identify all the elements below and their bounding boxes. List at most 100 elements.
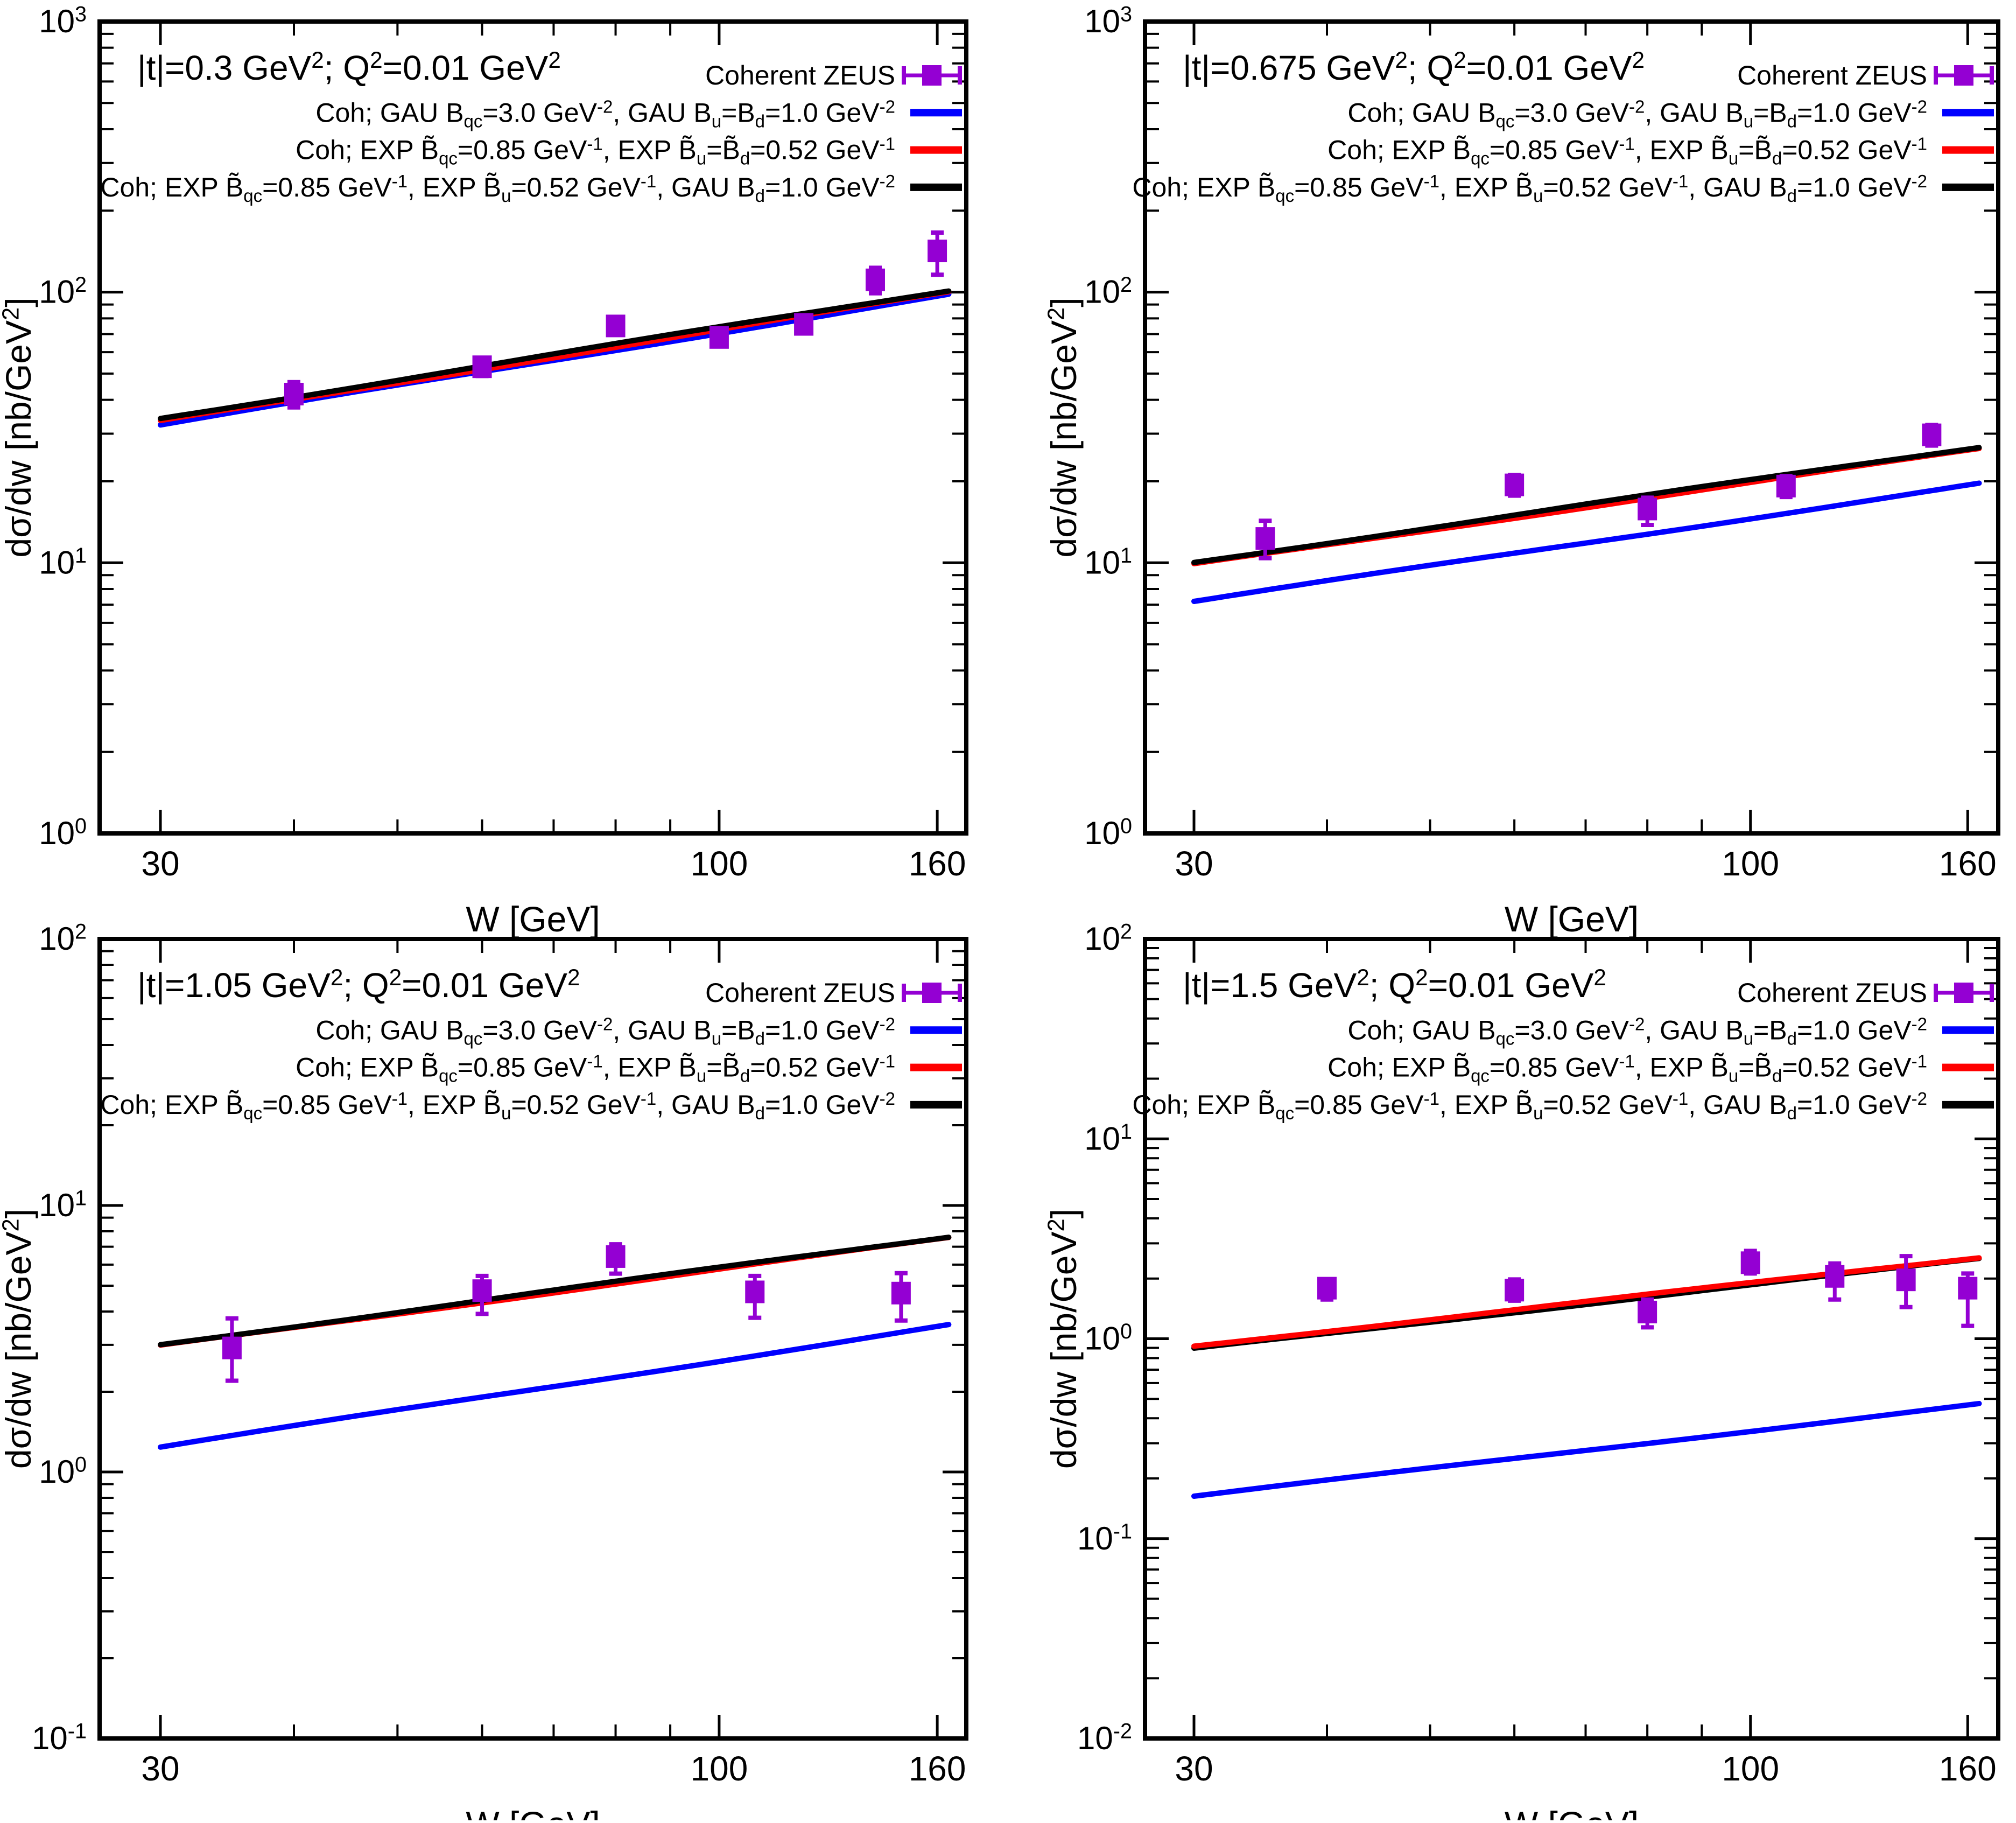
- model-curve-black: [158, 288, 952, 422]
- zeus-data-point: [745, 1273, 765, 1320]
- zeus-data-point: [1958, 1271, 1978, 1328]
- legend-label-curve: Coh; GAU Bqc=3.0 GeV-2, GAU Bu=Bd=1.0 Ge…: [315, 96, 895, 131]
- x-tick-label: 30: [1175, 1749, 1213, 1788]
- legend-entry-curve: Coh; EXP B̃qc=0.85 GeV-1, EXP B̃u=0.52 G…: [1132, 1089, 1994, 1123]
- y-axis-label: dσ/dw [nb/GeV2]: [0, 1209, 38, 1469]
- zeus-data-point: [1740, 1249, 1760, 1276]
- legend-entry-curve: Coh; EXP B̃qc=0.85 GeV-1, EXP B̃u=0.52 G…: [100, 171, 962, 206]
- axis-ticks: [1145, 939, 1998, 1738]
- legend-entry-curve: Coh; GAU Bqc=3.0 GeV-2, GAU Bu=Bd=1.0 Ge…: [315, 1014, 962, 1048]
- legend-entry-curve: Coh; GAU Bqc=3.0 GeV-2, GAU Bu=Bd=1.0 Ge…: [1347, 1014, 1994, 1048]
- zeus-data-point: [1255, 518, 1275, 560]
- x-tick-label: 160: [909, 1749, 966, 1788]
- y-tick-label: 101: [1084, 544, 1132, 580]
- zeus-data-point: [222, 1316, 242, 1383]
- legend-label-curve: Coh; EXP B̃qc=0.85 GeV-1, EXP B̃u=0.52 G…: [1132, 171, 1927, 206]
- x-tick-label: 30: [141, 1749, 179, 1788]
- zeus-data-point: [891, 1271, 911, 1323]
- panel: 30 100 160 100 101 102 103 W [GeV] dσ/dw [nb/GeV…: [0, 3, 968, 939]
- y-tick-label: 100: [39, 815, 87, 851]
- y-tick-label: 101: [1084, 1120, 1132, 1156]
- legend-entry-curve: Coh; GAU Bqc=3.0 GeV-2, GAU Bu=Bd=1.0 Ge…: [1347, 96, 1994, 131]
- legend-entry-curve: Coh; GAU Bqc=3.0 GeV-2, GAU Bu=Bd=1.0 Ge…: [315, 96, 962, 131]
- panel-container-3: 30 100 160 10-2 10-1 100 101 102 W [GeV] dσ/dw [n…: [1044, 920, 2000, 1823]
- x-tick-label: 100: [691, 1749, 748, 1788]
- legend: Coherent ZEUS Coh; GAU Bqc=3.0 GeV-2, GAU…: [100, 60, 962, 206]
- legend-label-curve: Coh; EXP B̃qc=0.85 GeV-1, EXP B̃u=B̃d=0.…: [296, 1051, 895, 1086]
- zeus-data-point: [1776, 474, 1796, 500]
- legend-entry-curve: Coh; EXP B̃qc=0.85 GeV-1, EXP B̃u=B̃d=0.…: [1327, 1051, 1994, 1086]
- y-tick-label: 100: [1084, 1320, 1132, 1356]
- y-tick-label: 101: [39, 1187, 87, 1223]
- x-tick-label: 100: [691, 844, 748, 883]
- axis-ticks: [100, 22, 966, 833]
- legend: Coherent ZEUS Coh; GAU Bqc=3.0 GeV-2, GAU…: [100, 978, 962, 1123]
- legend-label-curve: Coh; EXP B̃qc=0.85 GeV-1, EXP B̃u=0.52 G…: [100, 171, 895, 206]
- zeus-data-point: [1638, 495, 1657, 527]
- x-tick-label: 30: [1175, 844, 1213, 883]
- axis-ticks: [100, 939, 966, 1738]
- panel-title: |t|=1.5 GeV2; Q2=0.01 GeV2: [1183, 965, 1606, 1005]
- x-tick-label: 100: [1722, 844, 1779, 883]
- zeus-data-point: [1825, 1261, 1845, 1302]
- y-tick-label: 101: [39, 544, 87, 580]
- model-curve-black: [1191, 445, 1982, 565]
- y-tick-label: 10-2: [1077, 1720, 1132, 1756]
- zeus-data-point: [606, 1242, 626, 1276]
- zeus-data-point: [1922, 423, 1942, 448]
- y-axis-label: dσ/dw [nb/GeV2]: [1044, 297, 1084, 557]
- panel-container-2: 30 100 160 10-1 100 101 102 W [GeV] dσ/dw [nb/Ge…: [0, 920, 968, 1823]
- zeus-data-point: [928, 230, 947, 277]
- y-tick-label: 102: [39, 920, 87, 957]
- legend-entry-zeus: Coherent ZEUS: [1737, 60, 1994, 90]
- y-tick-label: 100: [1084, 815, 1132, 851]
- legend-entry-curve: Coh; EXP B̃qc=0.85 GeV-1, EXP B̃u=B̃d=0.…: [296, 134, 962, 169]
- legend-label-zeus: Coherent ZEUS: [1737, 60, 1927, 90]
- panel: 30 100 160 10-2 10-1 100 101 102 W [GeV] dσ/dw [n…: [1044, 920, 2000, 1823]
- y-tick-label: 102: [1084, 920, 1132, 957]
- legend-entry-zeus: Coherent ZEUS: [1737, 978, 1994, 1008]
- panel-container-0: 30 100 160 100 101 102 103 W [GeV] dσ/dw [nb/GeV…: [0, 3, 968, 939]
- zeus-data-point: [472, 1273, 492, 1316]
- zeus-data-point: [1638, 1297, 1657, 1330]
- y-tick-label: 103: [1084, 3, 1132, 39]
- x-tick-label: 160: [1939, 1749, 1997, 1788]
- zeus-data-point: [794, 313, 814, 336]
- y-tick-label: 102: [39, 273, 87, 310]
- panel: 30 100 160 100 101 102 103 W [GeV] dσ/dw [nb/GeV…: [1044, 3, 2000, 939]
- y-tick-label: 10-1: [32, 1720, 87, 1756]
- model-curve-black: [158, 1235, 952, 1348]
- legend-label-curve: Coh; EXP B̃qc=0.85 GeV-1, EXP B̃u=B̃d=0.…: [1327, 1051, 1927, 1086]
- y-axis-label: dσ/dw [nb/GeV2]: [0, 297, 38, 557]
- zeus-data-point: [606, 314, 626, 338]
- y-tick-label: 102: [1084, 273, 1132, 310]
- panel-title: |t|=0.675 GeV2; Q2=0.01 GeV2: [1183, 47, 1645, 87]
- zeus-data-point: [1505, 1277, 1525, 1303]
- plot-frame: [1143, 19, 2000, 836]
- zeus-data-point: [284, 380, 304, 410]
- zeus-data-point: [865, 265, 885, 296]
- legend-label-zeus: Coherent ZEUS: [705, 60, 895, 90]
- zeus-data-point: [1896, 1254, 1916, 1309]
- panel-container-1: 30 100 160 100 101 102 103 W [GeV] dσ/dw [nb/GeV…: [1044, 3, 2000, 939]
- legend-entry-curve: Coh; EXP B̃qc=0.85 GeV-1, EXP B̃u=B̃d=0.…: [296, 1051, 962, 1086]
- x-axis-label: W [GeV]: [1505, 899, 1639, 939]
- legend-label-zeus: Coherent ZEUS: [705, 978, 895, 1008]
- y-tick-label: 100: [39, 1453, 87, 1490]
- axis-ticks: [1145, 22, 1998, 833]
- legend-label-curve: Coh; GAU Bqc=3.0 GeV-2, GAU Bu=Bd=1.0 Ge…: [1347, 96, 1927, 131]
- legend-label-curve: Coh; EXP B̃qc=0.85 GeV-1, EXP B̃u=0.52 G…: [1132, 1089, 1927, 1123]
- legend: Coherent ZEUS Coh; GAU Bqc=3.0 GeV-2, GAU…: [1132, 60, 1994, 206]
- panel-title: |t|=1.05 GeV2; Q2=0.01 GeV2: [137, 965, 580, 1005]
- zeus-data-point: [472, 355, 492, 378]
- panel: 30 100 160 10-1 100 101 102 W [GeV] dσ/dw [nb/Ge…: [0, 920, 968, 1823]
- y-axis-label: dσ/dw [nb/GeV2]: [1044, 1209, 1084, 1469]
- zeus-data-point: [1505, 473, 1525, 498]
- legend: Coherent ZEUS Coh; GAU Bqc=3.0 GeV-2, GAU…: [1132, 978, 1994, 1123]
- y-tick-label: 10-1: [1077, 1519, 1132, 1556]
- x-axis-label: W [GeV]: [1505, 1804, 1639, 1820]
- legend-label-curve: Coh; EXP B̃qc=0.85 GeV-1, EXP B̃u=0.52 G…: [100, 1089, 895, 1123]
- plot-frame: [97, 937, 968, 1741]
- x-tick-label: 160: [909, 844, 966, 883]
